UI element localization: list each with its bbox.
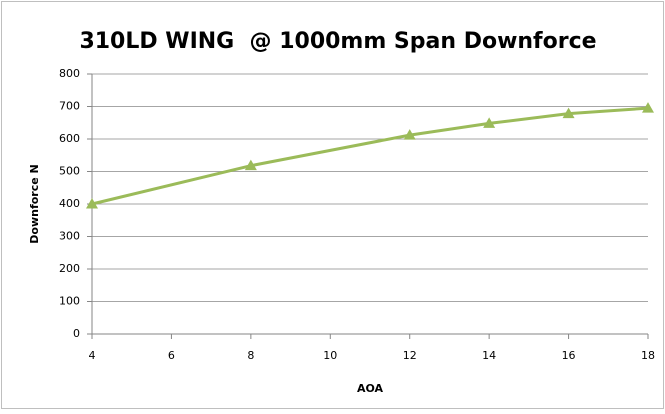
x-tick-label: 4 bbox=[89, 349, 96, 362]
data-point bbox=[483, 117, 496, 128]
y-tick-label: 200 bbox=[59, 262, 80, 275]
x-tick-label: 10 bbox=[323, 349, 337, 362]
y-tick-label: 100 bbox=[59, 295, 80, 308]
data-line bbox=[91, 106, 649, 206]
x-tick-label: 16 bbox=[562, 349, 576, 362]
data-point bbox=[244, 159, 257, 171]
y-tick-label: 0 bbox=[73, 327, 80, 340]
y-axis-title: Downforce N bbox=[28, 164, 41, 243]
x-tick-label: 14 bbox=[482, 349, 496, 362]
data-point bbox=[86, 198, 98, 209]
data-point bbox=[562, 107, 575, 119]
x-tick-label: 18 bbox=[641, 349, 655, 362]
y-tick-label: 600 bbox=[59, 132, 80, 145]
data-point bbox=[642, 102, 654, 113]
y-tick-label: 700 bbox=[59, 100, 80, 113]
y-tick-label: 300 bbox=[59, 230, 80, 243]
chart-title: 310LD WING @ 1000mm Span Downforce bbox=[79, 29, 596, 54]
x-tick-label: 8 bbox=[247, 349, 254, 362]
y-tick-label: 800 bbox=[59, 67, 80, 80]
data-point bbox=[403, 129, 416, 140]
y-tick-label: 500 bbox=[59, 165, 80, 178]
x-axis-title: AOA bbox=[357, 382, 384, 395]
x-tick-label: 12 bbox=[403, 349, 417, 362]
y-tick-label: 400 bbox=[59, 197, 80, 210]
x-tick-label: 6 bbox=[168, 349, 175, 362]
